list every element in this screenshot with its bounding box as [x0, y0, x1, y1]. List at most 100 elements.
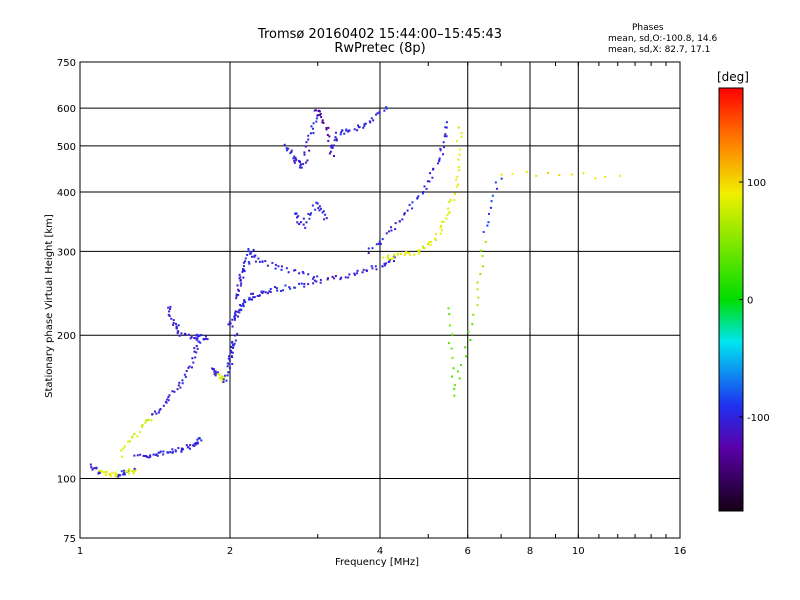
- data-point: [305, 221, 308, 224]
- data-point: [387, 254, 390, 257]
- data-point: [274, 286, 277, 289]
- data-point: [167, 396, 170, 399]
- data-point: [190, 366, 193, 369]
- data-point: [225, 379, 228, 382]
- data-point: [95, 467, 98, 470]
- data-point: [304, 161, 307, 164]
- data-point: [416, 197, 419, 200]
- data-point: [117, 473, 120, 476]
- data-point: [231, 351, 234, 354]
- data-point: [285, 149, 288, 152]
- data-point: [224, 374, 227, 377]
- data-point: [371, 267, 374, 270]
- data-point: [195, 351, 198, 354]
- data-point: [303, 151, 306, 154]
- data-point: [120, 470, 123, 473]
- data-point: [293, 286, 296, 289]
- chart-subtitle: RwPretec (8p): [334, 41, 426, 56]
- data-point: [123, 473, 126, 476]
- data-point: [199, 334, 202, 337]
- data-point: [189, 444, 192, 447]
- data-point: [240, 282, 243, 285]
- data-point: [307, 134, 310, 137]
- data-point: [188, 333, 191, 336]
- data-point: [455, 140, 458, 143]
- data-point: [421, 245, 424, 248]
- data-point: [326, 278, 329, 281]
- data-point: [254, 254, 257, 257]
- data-point: [490, 200, 493, 203]
- data-point: [190, 336, 193, 339]
- data-point: [309, 213, 312, 216]
- data-point: [357, 126, 360, 129]
- data-point: [197, 437, 200, 440]
- y-tick-label: 600: [57, 104, 76, 115]
- data-point: [471, 323, 474, 326]
- data-point: [469, 339, 472, 342]
- data-point: [328, 135, 331, 138]
- data-point: [191, 444, 194, 447]
- data-point: [114, 472, 117, 475]
- data-point: [294, 159, 297, 162]
- data-point: [429, 243, 432, 246]
- data-point: [193, 444, 196, 447]
- data-point: [437, 162, 440, 165]
- data-point: [298, 272, 301, 275]
- data-point: [181, 379, 184, 382]
- data-point: [476, 288, 479, 291]
- data-point: [315, 201, 318, 204]
- data-point: [347, 276, 350, 279]
- data-point: [316, 275, 319, 278]
- data-point: [199, 341, 202, 344]
- data-point: [176, 332, 179, 335]
- data-point: [171, 390, 174, 393]
- data-point: [145, 455, 148, 458]
- data-point: [440, 229, 443, 232]
- data-point: [110, 472, 113, 475]
- data-point: [322, 121, 325, 124]
- data-point: [434, 237, 437, 240]
- data-point: [293, 160, 296, 163]
- data-point: [390, 229, 393, 232]
- data-point: [457, 126, 460, 129]
- data-point: [480, 249, 483, 252]
- data-point: [345, 128, 348, 131]
- data-point: [195, 443, 198, 446]
- data-point: [233, 315, 236, 318]
- data-point: [189, 337, 192, 340]
- data-point: [319, 281, 322, 284]
- data-point: [445, 217, 448, 220]
- data-point: [396, 253, 399, 256]
- data-point: [364, 122, 367, 125]
- data-point: [169, 305, 172, 308]
- data-point: [252, 296, 255, 299]
- data-point: [446, 213, 449, 216]
- data-point: [242, 305, 245, 308]
- data-point: [98, 469, 101, 472]
- data-point: [309, 132, 312, 135]
- data-point: [440, 224, 443, 227]
- data-point: [238, 277, 241, 280]
- data-point: [311, 277, 314, 280]
- data-point: [260, 290, 263, 293]
- data-point: [356, 129, 359, 132]
- data-point: [417, 250, 420, 253]
- data-point: [162, 453, 165, 456]
- data-point: [460, 364, 463, 367]
- data-point: [298, 161, 301, 164]
- data-point: [594, 177, 597, 180]
- data-point: [231, 340, 234, 343]
- x-tick-label: 1: [77, 546, 83, 557]
- data-point: [193, 442, 196, 445]
- data-point: [157, 411, 160, 414]
- data-point: [375, 243, 378, 246]
- data-point: [132, 471, 135, 474]
- data-point: [171, 450, 174, 453]
- data-point: [172, 323, 175, 326]
- data-point: [234, 314, 237, 317]
- data-point: [315, 117, 318, 120]
- data-point: [230, 345, 233, 348]
- data-point: [460, 135, 463, 138]
- data-point: [284, 284, 287, 287]
- data-point: [116, 474, 119, 477]
